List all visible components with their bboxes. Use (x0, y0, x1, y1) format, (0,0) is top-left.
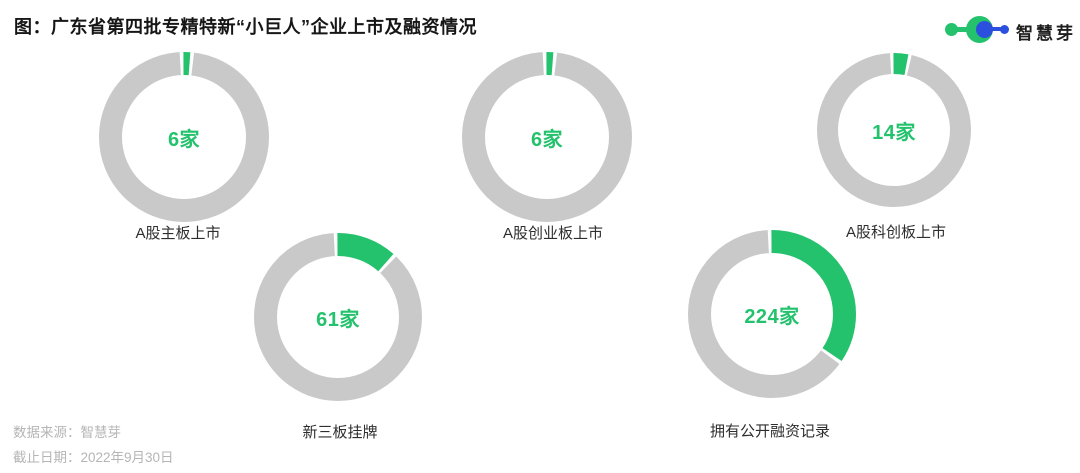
donut-caption-public-financing: 拥有公开融资记录 (709, 423, 831, 440)
logo-blue-link-icon (991, 27, 1002, 31)
donut-ring (99, 52, 269, 222)
donut-value: 6家 (530, 128, 564, 151)
donut-a-share-main-board: 6家 (98, 51, 270, 223)
donut-ring (688, 230, 856, 398)
donut-public-financing: 224家 (687, 229, 857, 399)
donut-ring (817, 53, 971, 207)
donut-value: 224家 (744, 305, 800, 328)
donut-ring (462, 52, 632, 222)
donut-chinext: 6家 (461, 51, 633, 223)
logo-text: 智慧芽 (1016, 24, 1076, 43)
donut-value: 14家 (872, 121, 916, 144)
logo-blue-dot-icon (1000, 25, 1009, 34)
logo-blue-circle-icon (976, 21, 993, 38)
logo-green-link-icon (953, 27, 971, 32)
cutoff-date-note: 截止日期：2022年9月30日 (13, 450, 174, 465)
donut-value: 6家 (167, 128, 201, 151)
donut-caption-star-market: A股科创板上市 (845, 224, 947, 241)
logo-green-dot-icon (945, 23, 958, 36)
donut-caption-chinext: A股创业板上市 (502, 225, 604, 242)
donut-caption-a-share-main-board: A股主板上市 (135, 225, 221, 242)
page-title: 图：广东省第四批专精特新“小巨人”企业上市及融资情况 (14, 17, 477, 37)
donut-caption-neeq: 新三板挂牌 (302, 424, 378, 441)
donut-neeq: 61家 (253, 232, 423, 402)
donut-value: 61家 (316, 308, 360, 331)
donut-ring (254, 233, 422, 401)
donut-star-market: 14家 (816, 52, 972, 208)
patsnap-logo: 智慧芽 (945, 12, 1077, 46)
data-source-note: 数据来源：智慧芽 (13, 425, 121, 440)
